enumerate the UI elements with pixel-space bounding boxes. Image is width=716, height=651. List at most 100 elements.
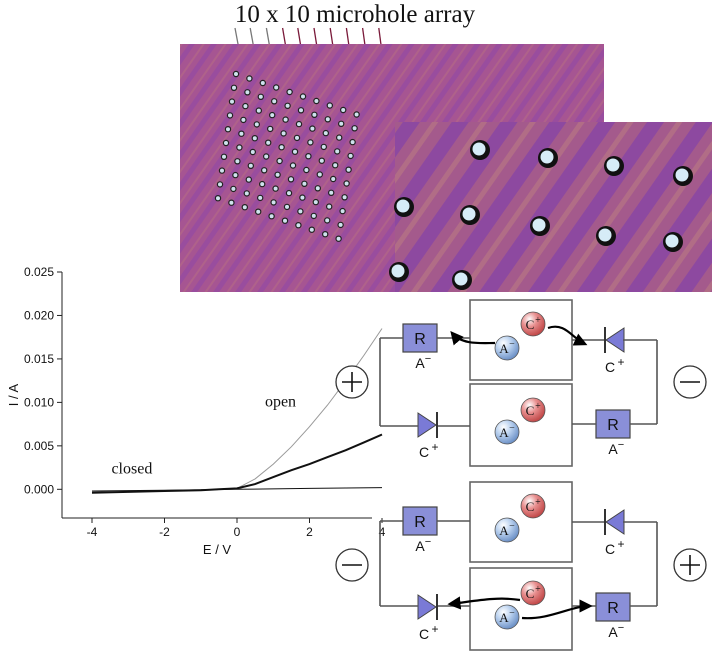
microhole (245, 176, 252, 183)
microhole (297, 208, 304, 215)
anion-label: A (499, 425, 509, 440)
microhole (301, 180, 308, 187)
microhole (305, 152, 312, 160)
x-tick-label: 2 (306, 525, 313, 539)
circuit-diagrams: RA − C +C +RA −C +A −C +A −RA − C +C +RA −C +A −C +A − (335, 299, 707, 651)
microhole (318, 157, 325, 164)
microhole (222, 139, 230, 147)
ion-charge-sign: + (535, 401, 541, 412)
microhole (316, 171, 323, 178)
rectifier-label: R (607, 417, 619, 434)
diode-triangle (417, 594, 437, 620)
microhole (281, 217, 289, 224)
y-tick-label: 0.025 (24, 265, 54, 279)
rectifier-anion-label: A (608, 441, 618, 457)
ion-flow-arrow (450, 330, 496, 346)
cation-label: C (526, 403, 535, 418)
microhole (241, 203, 248, 211)
microhole (349, 138, 356, 146)
microhole (273, 84, 280, 91)
microhole (228, 98, 236, 105)
x-tick-label: 4 (379, 525, 386, 539)
microhole (246, 75, 253, 82)
cation-ball (520, 311, 546, 337)
microhole (314, 185, 321, 192)
microhole (283, 203, 291, 211)
ion-charge-sign: − (509, 423, 515, 434)
microhole (236, 144, 243, 151)
anion-ball (494, 604, 520, 630)
rectifier-anion-sign: − (425, 536, 431, 548)
rectifier-anion-label: A (608, 624, 618, 640)
microhole (282, 116, 289, 123)
series-line (91, 487, 383, 492)
microhole (291, 148, 299, 155)
microhole (220, 153, 228, 160)
diode-cation-label: C (605, 541, 615, 557)
microhole (326, 203, 333, 210)
ion-charge-sign: − (509, 608, 515, 619)
x-axis-label: E / V (203, 542, 232, 557)
rectifier-anion-label: A (415, 538, 425, 554)
microhole (340, 106, 347, 114)
microhole (351, 125, 358, 132)
microhole (337, 221, 344, 229)
chamber-box (469, 299, 573, 381)
chart-axes (61, 272, 372, 519)
rectifier-label: R (607, 600, 619, 617)
microhole (267, 125, 274, 133)
figure-title: 10 x 10 microhole array (235, 1, 476, 28)
microhole (326, 102, 333, 109)
microhole (270, 199, 277, 206)
microhole (255, 208, 262, 215)
x-tick-label: -4 (87, 525, 98, 539)
microhole (240, 116, 247, 124)
microhole (276, 157, 283, 165)
cation-label: C (526, 317, 535, 332)
microhole (289, 162, 297, 169)
microhole (311, 111, 318, 119)
microhole (309, 125, 316, 132)
microhole (269, 111, 276, 119)
microhole (295, 221, 302, 229)
zoomed-hole (598, 228, 612, 242)
microhole (265, 139, 272, 146)
y-tick-label: 0.015 (24, 352, 54, 366)
microhole (322, 230, 329, 238)
microhole (214, 194, 222, 202)
microhole (243, 190, 250, 197)
microhole (261, 167, 268, 174)
microhole-grid (214, 70, 360, 242)
rectifier-label: R (414, 331, 426, 348)
microhole (244, 89, 251, 96)
zoomed-hole (675, 168, 689, 182)
y-axis-label: I / A (6, 383, 21, 406)
y-tick-label: 0.000 (24, 482, 54, 496)
ion-charge-sign: + (535, 584, 541, 595)
diode-cation-label: C (605, 359, 615, 375)
x-tick-label: 0 (234, 525, 241, 539)
microhole (285, 189, 293, 197)
microhole (284, 102, 291, 110)
diode-triangle (605, 509, 625, 535)
microhole (338, 120, 345, 128)
microhole (253, 121, 260, 128)
microhole (324, 116, 331, 123)
cation-ball (520, 493, 546, 519)
zoomed-hole (396, 199, 410, 213)
microhole (299, 93, 307, 100)
y-tick-label: 0.020 (24, 308, 54, 322)
diode-cation-label: C (419, 626, 429, 642)
microhole (322, 129, 329, 137)
microhole (249, 148, 256, 156)
cation-ball (520, 397, 546, 423)
anion-ball (494, 517, 520, 543)
microhole (320, 143, 327, 151)
microhole (343, 180, 350, 187)
microhole (263, 153, 270, 160)
chart-ticks: -4 -2 0 2 4 0.000 0.005 0.010 0.015 0.020 0.025 (24, 265, 386, 539)
zoomed-hole (454, 272, 468, 286)
series-line (91, 433, 383, 494)
zoomed-hole (462, 207, 476, 221)
